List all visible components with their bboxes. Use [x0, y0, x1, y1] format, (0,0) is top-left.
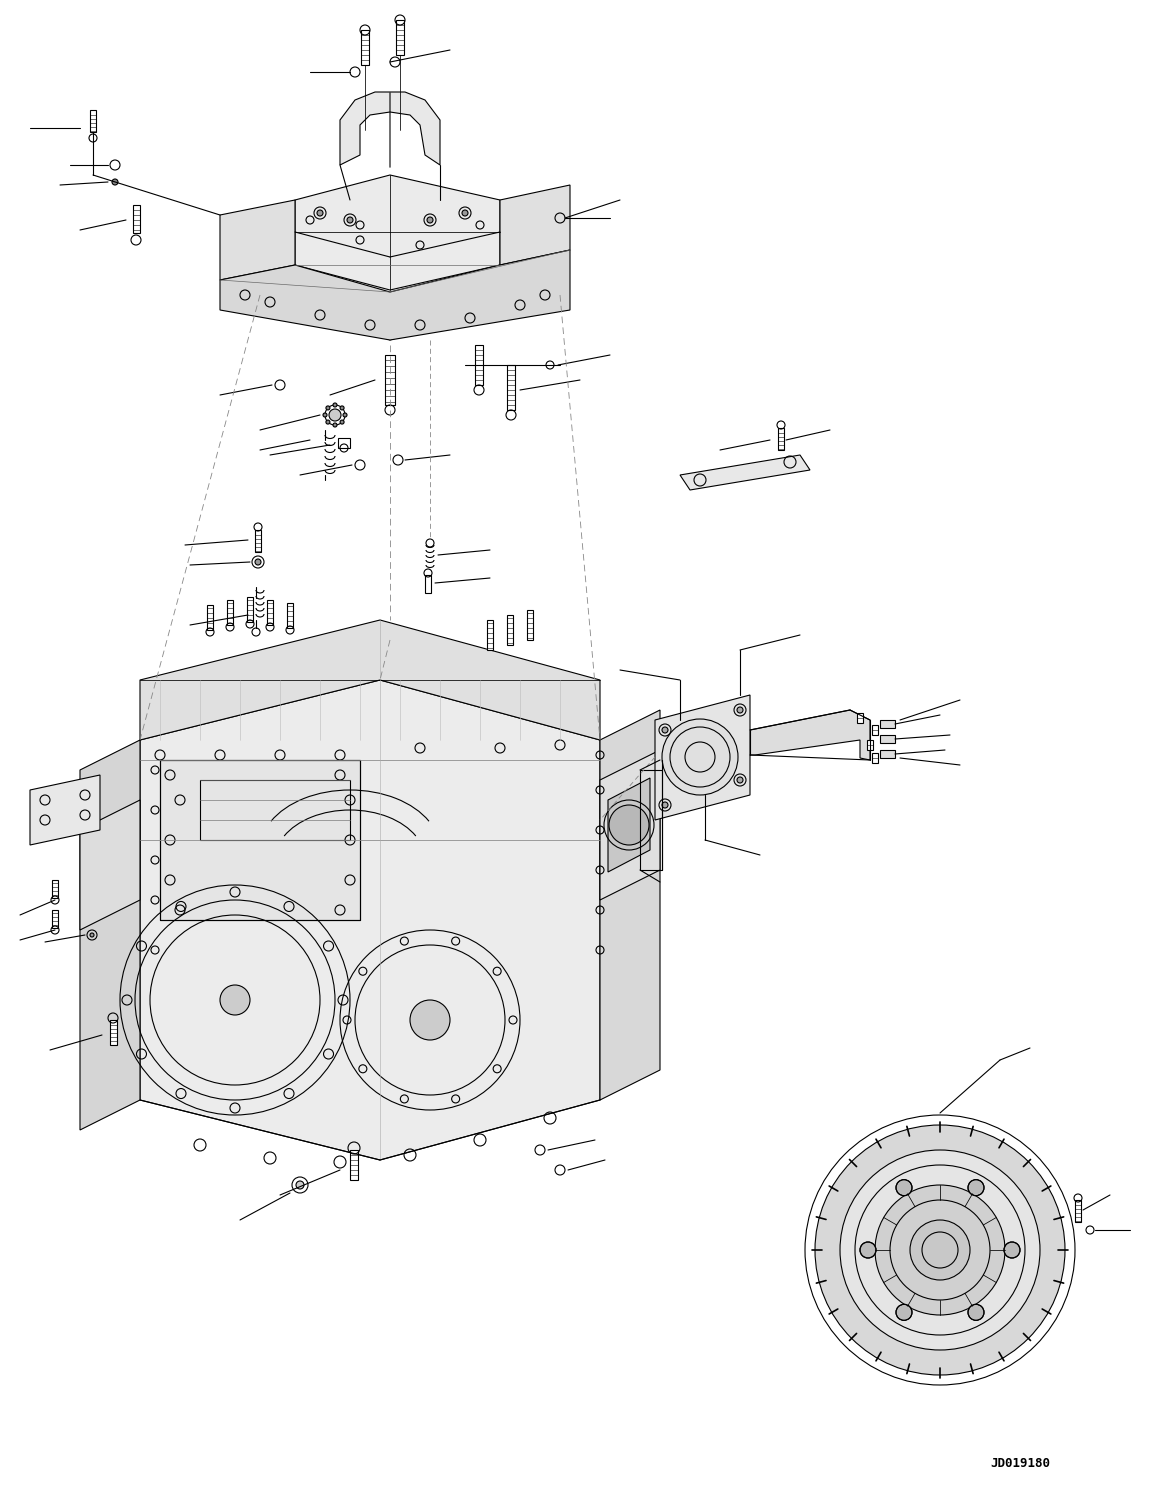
Polygon shape [220, 200, 295, 280]
Polygon shape [140, 621, 600, 740]
Polygon shape [260, 219, 560, 340]
Bar [396, 19, 404, 55]
Bar [880, 721, 896, 728]
Circle shape [329, 409, 341, 421]
Bar [351, 1150, 358, 1180]
Polygon shape [140, 680, 600, 1159]
Bar [287, 603, 293, 628]
Circle shape [662, 803, 668, 809]
Bar [487, 621, 493, 651]
Circle shape [112, 179, 118, 185]
Polygon shape [340, 93, 440, 166]
Circle shape [323, 413, 327, 416]
Bar [207, 604, 213, 630]
Circle shape [326, 421, 330, 424]
Bar [338, 439, 351, 448]
Circle shape [860, 1241, 876, 1258]
Bar [110, 1021, 117, 1044]
Bar [52, 880, 58, 898]
Circle shape [333, 403, 337, 407]
Polygon shape [80, 740, 140, 1129]
Circle shape [462, 210, 467, 216]
Bar [872, 753, 878, 762]
Bar [385, 355, 395, 404]
Circle shape [815, 1125, 1064, 1376]
Bar [507, 366, 515, 410]
Bar [90, 110, 96, 131]
Bar [267, 600, 273, 625]
Bar [160, 759, 360, 921]
Circle shape [340, 406, 344, 410]
Circle shape [662, 727, 668, 733]
Bar [526, 610, 533, 640]
Bar [1075, 1200, 1081, 1222]
Polygon shape [500, 185, 570, 266]
Circle shape [317, 210, 323, 216]
Polygon shape [750, 710, 870, 759]
Bar [880, 736, 896, 743]
Bar [133, 204, 140, 233]
Polygon shape [600, 710, 659, 1100]
Bar [361, 30, 369, 66]
Bar [507, 615, 513, 645]
Bar [255, 530, 261, 552]
Text: JD019180: JD019180 [990, 1458, 1051, 1470]
Bar [425, 574, 432, 592]
Polygon shape [680, 455, 810, 489]
Circle shape [340, 421, 344, 424]
Bar [246, 597, 253, 622]
Circle shape [968, 1180, 983, 1195]
Circle shape [333, 424, 337, 427]
Circle shape [296, 1182, 304, 1189]
Circle shape [737, 777, 743, 783]
Circle shape [90, 932, 94, 937]
Bar [476, 345, 482, 385]
Bar [52, 910, 58, 928]
Circle shape [347, 216, 353, 222]
Bar [857, 713, 863, 724]
Polygon shape [295, 175, 500, 289]
Circle shape [326, 406, 330, 410]
Bar [867, 740, 874, 750]
Circle shape [896, 1304, 912, 1320]
Polygon shape [655, 695, 750, 821]
Circle shape [220, 985, 250, 1015]
Bar [880, 750, 896, 758]
Bar [640, 770, 662, 870]
Circle shape [1004, 1241, 1020, 1258]
Circle shape [255, 560, 261, 565]
Circle shape [875, 1185, 1005, 1314]
Polygon shape [80, 800, 140, 930]
Polygon shape [600, 750, 659, 900]
Circle shape [911, 1220, 970, 1280]
Circle shape [410, 1000, 450, 1040]
Bar [872, 725, 878, 736]
Polygon shape [220, 251, 570, 340]
Circle shape [427, 216, 433, 222]
Bar [227, 600, 233, 625]
Circle shape [968, 1304, 983, 1320]
Circle shape [342, 413, 347, 416]
Circle shape [737, 707, 743, 713]
Polygon shape [607, 777, 650, 871]
Bar [778, 428, 784, 451]
Polygon shape [30, 774, 100, 844]
Circle shape [896, 1180, 912, 1195]
Circle shape [840, 1150, 1040, 1350]
Circle shape [609, 806, 649, 844]
Circle shape [662, 719, 738, 795]
